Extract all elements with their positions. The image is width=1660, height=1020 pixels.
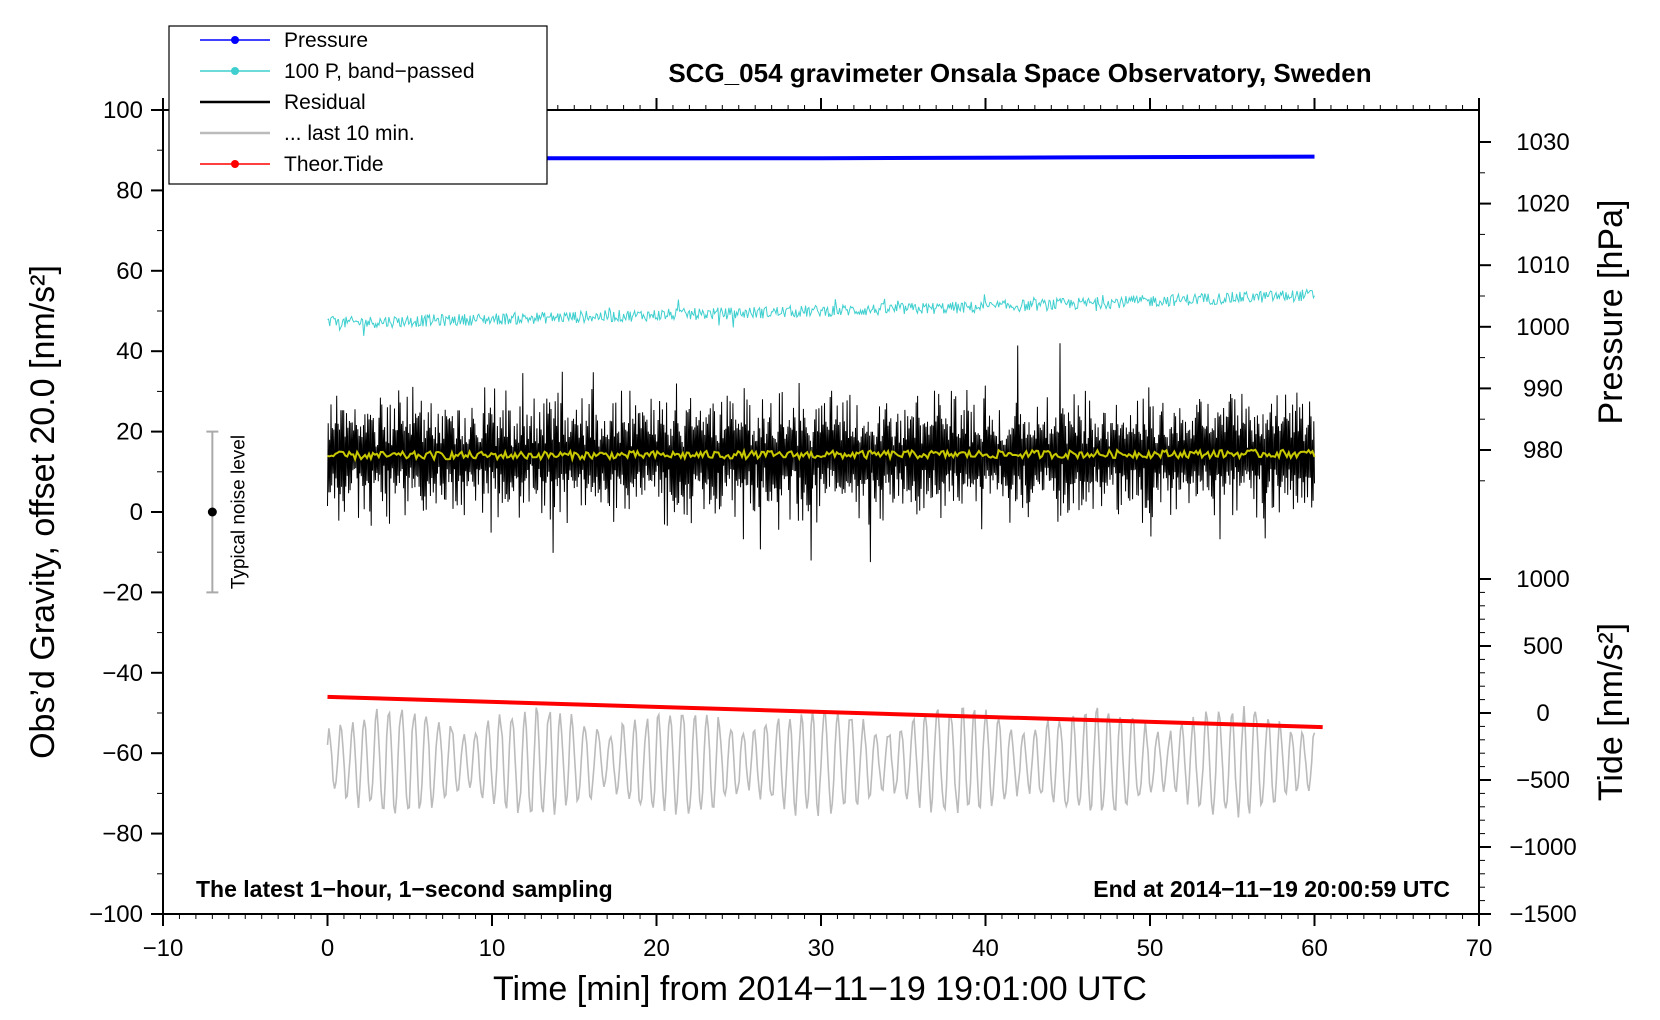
y-tick-label: −60 [102, 740, 143, 767]
y-tick-label: 0 [130, 499, 143, 526]
series-residual [327, 343, 1315, 563]
y-tick-label: −100 [89, 901, 143, 928]
pressure-tick-label: 1000 [1516, 314, 1569, 341]
y-tick-label: −80 [102, 821, 143, 848]
noise-bar-label: Typical noise level [228, 435, 249, 589]
x-tick-label: 40 [972, 935, 999, 962]
tide-tick-label: −1500 [1509, 901, 1576, 928]
x-tick-label: 20 [643, 935, 670, 962]
series-band-passed-pressure [327, 288, 1315, 336]
noise-indicator: Typical noise level [206, 430, 249, 594]
x-tick-label: 30 [808, 935, 835, 962]
y-tick-label: −40 [102, 660, 143, 687]
series-last-10-min [326, 705, 1316, 818]
legend-label: ... last 10 min. [284, 122, 415, 145]
x-tick-label: 50 [1137, 935, 1164, 962]
plot-frame [162, 109, 1480, 915]
tide-tick-label: 0 [1536, 700, 1549, 727]
legend-marker [231, 160, 239, 168]
y-tick-label: 100 [103, 97, 143, 124]
legend: Pressure 100 P, band−passed Residual ... la… [168, 25, 548, 185]
y-axis-label-left: Obs’d Gravity, offset 20.0 [nm/s²] [24, 265, 62, 759]
legend-label: 100 P, band−passed [284, 60, 475, 83]
legend-marker [231, 67, 239, 75]
legend-box [168, 25, 548, 185]
x-tick-label: 10 [479, 935, 506, 962]
legend-label: Theor.Tide [284, 153, 384, 176]
x-tick-label: −10 [143, 935, 184, 962]
y-tick-label: 20 [116, 419, 143, 446]
tide-tick-label: 1000 [1516, 566, 1569, 593]
x-tick-label: 60 [1301, 935, 1328, 962]
footer-right: End at 2014−11−19 20:00:59 UTC [1093, 876, 1450, 902]
series-residual-smoothed [327, 447, 1316, 463]
pressure-tick-label: 1020 [1516, 191, 1569, 218]
series-theor-tide [327, 694, 1323, 730]
pressure-tick-label: 1030 [1516, 129, 1569, 156]
tide-tick-label: −500 [1516, 767, 1570, 794]
legend-label: Pressure [284, 29, 368, 52]
series-layer [326, 154, 1323, 818]
ticks-layer: −10 0 10 20 30 40 50 60 70100806040200−20−40−60−… [89, 97, 1577, 962]
y-tick-label: 80 [116, 177, 143, 204]
chart-title: SCG_054 gravimeter Onsala Space Observat… [668, 58, 1371, 88]
x-tick-label: 0 [321, 935, 334, 962]
y-axis-label-pressure: Pressure [hPa] [1592, 200, 1630, 425]
footer-left: The latest 1−hour, 1−second sampling [196, 876, 613, 902]
y-tick-label: 60 [116, 258, 143, 285]
legend-label: Residual [284, 91, 366, 114]
tide-tick-label: 500 [1523, 633, 1563, 660]
pressure-tick-label: 980 [1523, 437, 1563, 464]
noise-bar-center-dot [207, 507, 217, 517]
tide-tick-label: −1000 [1509, 834, 1576, 861]
x-tick-label: 70 [1466, 935, 1493, 962]
y-axis-label-tide: Tide [nm/s²] [1592, 623, 1630, 801]
pressure-tick-label: 990 [1523, 375, 1563, 402]
pressure-tick-label: 1010 [1516, 252, 1569, 279]
legend-marker [231, 36, 239, 44]
y-tick-label: 40 [116, 338, 143, 365]
x-axis-label: Time [min] from 2014−11−19 19:01:00 UTC [493, 970, 1147, 1008]
y-tick-label: −20 [102, 579, 143, 606]
